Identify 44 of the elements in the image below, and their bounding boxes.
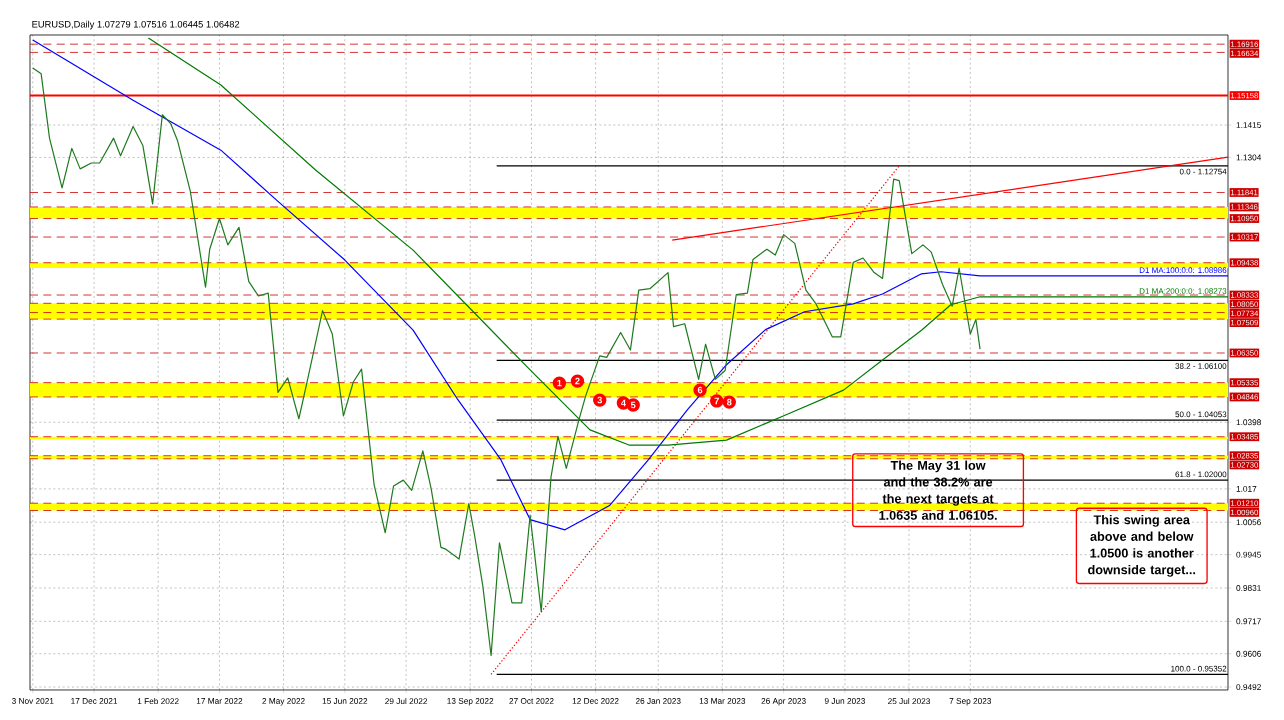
series-label: 100.0 - 0.95352 — [1171, 665, 1227, 672]
annotation: 1 — [557, 379, 562, 387]
x-tick-label: 25 Jul 2023 — [888, 698, 930, 705]
x-tick-label: 13 Mar 2023 — [699, 698, 746, 704]
series-label: D1 MA:200:0:0: 1.08273 — [1139, 288, 1227, 294]
x-tick-label: 27 Oct 2022 — [509, 698, 554, 704]
x-tick-label: 17 Dec 2021 — [71, 698, 118, 704]
x-tick-label: 13 Sep 2022 — [447, 698, 494, 706]
series-label: 38.2 - 1.06100 — [1175, 363, 1227, 369]
x-tick-label: 3 Nov 2021 — [11, 698, 54, 704]
chart-title: EURUSD,Daily 1.07279 1.07516 1.06445 1.06482 — [32, 20, 240, 30]
x-tick-label: 15 Jun 2022 — [322, 698, 368, 704]
y-tick-label: 0.9717 — [1236, 618, 1261, 625]
y-tick-label: 1.0056 — [1236, 519, 1261, 526]
series-label: 0.0 - 1.12754 — [1179, 168, 1227, 175]
line-series — [32, 39, 1229, 531]
y-tick-label: 1.017 — [1236, 485, 1257, 492]
annotation: 2 — [575, 377, 580, 385]
y-tick-label: 1.1415 — [1236, 122, 1261, 128]
y-tick-label: 1.1304 — [1236, 154, 1262, 161]
y-tick-label: 0.9492 — [1236, 684, 1261, 690]
series-label: D1 MA:100:0:0: 1.08986 — [1139, 267, 1227, 274]
x-tick-label: 7 Sep 2023 — [949, 698, 992, 706]
x-tick-label: 12 Dec 2022 — [572, 698, 619, 704]
annotation: 4 — [620, 399, 626, 407]
x-tick-label: 26 Jan 2023 — [635, 698, 681, 704]
x-tick-label: 17 Mar 2022 — [196, 698, 243, 704]
y-tick-label: 0.9606 — [1236, 650, 1261, 657]
annotation: 5 — [630, 401, 636, 409]
annotation: 3 — [597, 396, 602, 404]
y-tick-label: 0.9831 — [1236, 585, 1261, 591]
x-tick-label: 26 Apr 2023 — [761, 698, 806, 706]
annotation: 8 — [727, 398, 732, 406]
x-tick-label: 2 May 2022 — [262, 698, 305, 706]
y-tick-label: 0.9945 — [1236, 551, 1261, 558]
annotation: 7 — [714, 397, 719, 405]
y-tick-label: 1.0398 — [1236, 419, 1261, 426]
annotation: 6 — [697, 386, 703, 394]
x-tick-label: 29 Jul 2022 — [385, 698, 428, 705]
series-label: 61.8 - 1.02000 — [1175, 471, 1227, 478]
annotation: This swing area above and below 1.0500 is another downside target... — [1088, 514, 1196, 577]
x-tick-label: 1 Feb 2022 — [137, 698, 179, 705]
x-tick-label: 9 Jun 2023 — [824, 698, 865, 704]
series-label: 50.0 - 1.04053 — [1175, 411, 1227, 418]
